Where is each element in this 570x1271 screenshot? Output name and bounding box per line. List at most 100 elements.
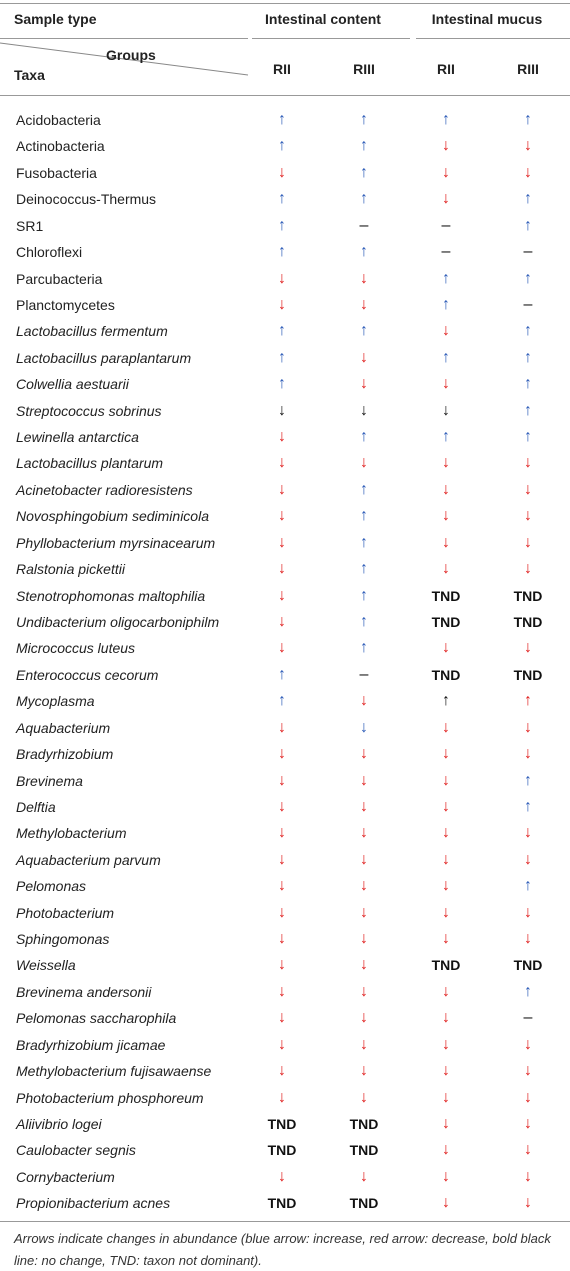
- abundance-cell: ↓: [442, 480, 450, 498]
- abundance-cell: ↓: [360, 1062, 368, 1080]
- taxon-name: Lactobacillus fermentum: [16, 323, 168, 340]
- abundance-cell: ↓: [278, 428, 286, 446]
- taxon-name: Acidobacteria: [16, 112, 101, 128]
- abundance-cell: ↓: [278, 533, 286, 551]
- abundance-cell: ↑: [278, 348, 286, 366]
- abundance-cell: ↓: [442, 903, 450, 921]
- abundance-cell: ↓: [442, 163, 450, 181]
- abundance-cell: ↓: [524, 137, 532, 155]
- taxon-name: Methylobacterium: [16, 825, 127, 842]
- rule: [0, 38, 248, 39]
- abundance-cell: ↓: [524, 1194, 532, 1212]
- abundance-cell: ↓: [524, 1141, 532, 1159]
- abundance-cell: ↑: [442, 269, 450, 287]
- abundance-cell: TND: [431, 666, 461, 683]
- abundance-cell: ↓: [524, 1035, 532, 1053]
- taxon-name: Photobacterium phosphoreum: [16, 1089, 204, 1106]
- abundance-cell: ↓: [360, 982, 368, 1000]
- abundance-cell: ↓: [278, 930, 286, 948]
- abundance-cell: –: [523, 1009, 533, 1027]
- abundance-cell: TND: [513, 957, 543, 974]
- rule: [0, 3, 570, 4]
- taxon-name: Caulobacter segnis: [16, 1142, 136, 1159]
- abundance-cell: ↓: [278, 295, 286, 313]
- abundance-cell: ↓: [360, 797, 368, 815]
- rule: [416, 38, 570, 39]
- abundance-cell: ↑: [442, 428, 450, 446]
- abundance-cell: ↑: [524, 692, 532, 710]
- abundance-cell: TND: [513, 587, 543, 604]
- abundance-cell: ↓: [524, 639, 532, 657]
- abundance-cell: ↑: [278, 375, 286, 393]
- taxon-name: Novosphingobium sediminicola: [16, 508, 209, 525]
- abundance-cell: ↓: [524, 1114, 532, 1132]
- abundance-cell: –: [359, 216, 369, 234]
- taxon-name: Chloroflexi: [16, 244, 83, 261]
- abundance-cell: ↓: [360, 930, 368, 948]
- abundance-cell: ↑: [360, 612, 368, 630]
- abundance-cell: ↑: [360, 507, 368, 525]
- abundance-cell: ↓: [278, 269, 286, 287]
- abundance-cell: ↓: [442, 930, 450, 948]
- abundance-cell: ↓: [278, 745, 286, 763]
- abundance-cell: ↓: [524, 454, 532, 472]
- rule: [252, 38, 410, 39]
- taxon-name: Lactobacillus plantarum: [16, 455, 164, 472]
- abundance-cell: ↓: [278, 877, 286, 895]
- abundance-cell: ↑: [278, 111, 286, 128]
- taxon-name: Planctomycetes: [16, 296, 115, 313]
- taxon-name: Parcubacteria: [16, 270, 103, 287]
- abundance-cell: ↓: [278, 771, 286, 789]
- abundance-cell: ↓: [278, 560, 286, 578]
- taxon-name: Streptococcus sobrinus: [16, 402, 162, 419]
- abundance-cell: TND: [267, 1142, 297, 1159]
- abundance-cell: ↓: [278, 1035, 286, 1053]
- abundance-cell: ↓: [278, 718, 286, 736]
- abundance-cell: ↓: [442, 877, 450, 895]
- taxon-name: Aliivibrio logei: [16, 1115, 102, 1132]
- abundance-cell: TND: [431, 957, 461, 974]
- abundance-cell: TND: [431, 613, 461, 630]
- taxon-name: Propionibacterium acnes: [16, 1195, 171, 1212]
- abundance-cell: –: [441, 243, 451, 261]
- abundance-cell: ↓: [442, 982, 450, 1000]
- abundance-cell: ↑: [360, 533, 368, 551]
- abundance-cell: ↓: [442, 639, 450, 657]
- abundance-cell: ↓: [524, 1062, 532, 1080]
- abundance-cell: ↑: [360, 322, 368, 340]
- abundance-cell: ↑: [442, 295, 450, 313]
- abundance-cell: ↓: [442, 560, 450, 578]
- footnote: Arrows indicate changes in abundance (bl…: [14, 1231, 551, 1268]
- abundance-cell: ↓: [278, 982, 286, 1000]
- abundance-cell: ↓: [278, 956, 286, 974]
- abundance-cell: ↓: [278, 1167, 286, 1185]
- abundance-cell: ↓: [442, 771, 450, 789]
- abundance-cell: ↓: [360, 956, 368, 974]
- abundance-cell: ↑: [278, 243, 286, 261]
- abundance-cell: ↓: [278, 1009, 286, 1027]
- taxon-name: Acinetobacter radioresistens: [16, 481, 193, 498]
- abundance-cell: ↓: [524, 930, 532, 948]
- abundance-cell: ↓: [524, 718, 532, 736]
- abundance-cell: ↑: [278, 322, 286, 340]
- abundance-cell: ↓: [442, 137, 450, 155]
- abundance-cell: ↓: [278, 1088, 286, 1106]
- abundance-cell: ↓: [278, 639, 286, 657]
- abundance-cell: –: [359, 665, 369, 683]
- abundance-cell: ↓: [442, 454, 450, 472]
- abundance-cell: ↑: [360, 243, 368, 261]
- abundance-cell: ↓: [442, 1167, 450, 1185]
- abundance-cell: ↑: [360, 639, 368, 657]
- abundance-cell: ↓: [442, 533, 450, 551]
- abundance-cell: ↑: [524, 216, 532, 234]
- taxon-name: Deinococcus-Thermus: [16, 191, 157, 208]
- abundance-cell: TND: [267, 1115, 297, 1132]
- abundance-cell: ↑: [278, 190, 286, 208]
- abundance-cell: ↑: [524, 771, 532, 789]
- abundance-cell: –: [523, 295, 533, 313]
- abundance-cell: ↑: [524, 428, 532, 446]
- subgroup-header: RIII: [353, 61, 375, 77]
- taxon-name: Ralstonia pickettii: [16, 561, 125, 578]
- taxon-name: Micrococcus luteus: [16, 640, 136, 657]
- abundance-cell: ↓: [442, 1035, 450, 1053]
